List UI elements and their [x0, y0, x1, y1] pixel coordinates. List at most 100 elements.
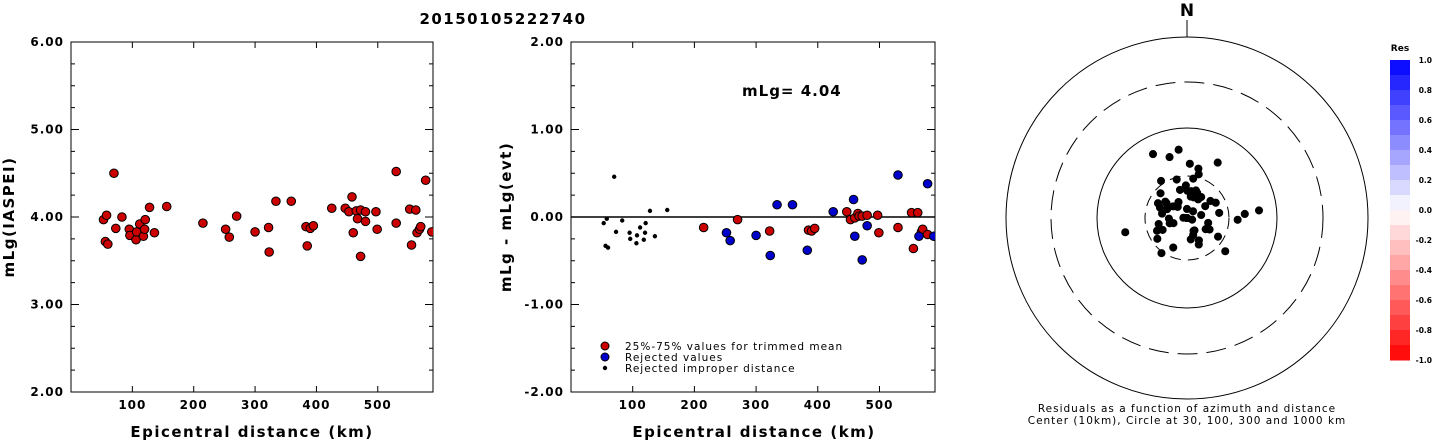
- right-point-used: [893, 222, 903, 233]
- left-y-tick-label: 6.00: [30, 35, 64, 49]
- colorbar-tick-label: -0.8: [1416, 326, 1432, 335]
- right-point-used: [841, 206, 852, 217]
- right-y-tick-label: -2.00: [524, 385, 564, 399]
- left-point-used: [264, 247, 274, 257]
- ring-30km: [1144, 175, 1230, 261]
- left-point-used: [101, 210, 112, 221]
- right-point-improper: [637, 225, 643, 230]
- right-point-improper: [647, 208, 653, 214]
- left-point-used: [406, 240, 417, 250]
- left-point-used: [109, 168, 119, 179]
- right-point-used: [872, 210, 883, 221]
- legend-marker: [602, 365, 608, 371]
- colorbar-tick-label: 0.0: [1419, 206, 1432, 215]
- right-point-rejected: [787, 199, 798, 210]
- polar-point: [1194, 195, 1203, 204]
- right-y-tick-label: 2.00: [530, 35, 564, 49]
- polar-point: [1156, 176, 1166, 185]
- left-point-used: [220, 224, 231, 235]
- left-point-used: [326, 203, 337, 214]
- right-point-improper: [613, 229, 619, 235]
- right-point-improper: [628, 236, 633, 242]
- left-point-used: [263, 222, 274, 233]
- north-label: N: [1180, 1, 1194, 21]
- right-point-used: [862, 210, 872, 221]
- polar-point: [1213, 232, 1223, 241]
- left-point-used: [411, 205, 421, 215]
- colorbar-swatch: [1390, 120, 1410, 136]
- legend-label: 25%-75% values for trimmed mean: [625, 341, 843, 353]
- colorbar-swatch: [1390, 105, 1410, 121]
- left-point-used: [231, 211, 242, 221]
- right-x-tick-label: 400: [804, 398, 832, 412]
- polar-point: [1153, 234, 1162, 243]
- polar-point: [1193, 188, 1202, 197]
- left-x-tick-label: 400: [302, 398, 330, 412]
- right-y-axis-label: mLg - mLg(evt): [497, 142, 515, 292]
- right-plot-points: [601, 170, 935, 265]
- left-x-tick-label: 100: [118, 398, 146, 412]
- colorbar-swatch: [1390, 270, 1410, 286]
- polar-points: [1121, 145, 1264, 258]
- right-x-tick-label: 100: [619, 398, 647, 412]
- colorbar-swatch: [1390, 165, 1410, 181]
- right-point-used: [764, 226, 775, 236]
- left-point-used: [110, 223, 121, 234]
- polar-point: [1211, 198, 1220, 207]
- right-point-rejected: [765, 250, 776, 261]
- right-point-used: [874, 227, 884, 238]
- right-y-tick-label: -1.00: [524, 298, 564, 312]
- legend: 25%-75% values for trimmed meanRejected …: [600, 341, 843, 375]
- left-point-used: [355, 251, 366, 262]
- left-point-used: [224, 232, 235, 242]
- ring-100km: [1096, 127, 1278, 309]
- colorbar-swatch: [1390, 240, 1410, 256]
- colorbar-swatch: [1390, 135, 1410, 151]
- polar-point: [1189, 226, 1198, 235]
- polar-point: [1185, 159, 1194, 168]
- polar-point: [1213, 158, 1222, 167]
- right-point-rejected: [849, 231, 860, 242]
- right-y-tick-label: 0.00: [530, 210, 564, 224]
- colorbar-swatch: [1390, 60, 1410, 76]
- left-point-used: [435, 182, 444, 191]
- polar-point: [1148, 150, 1158, 159]
- left-point-used: [149, 227, 160, 238]
- colorbar-swatch: [1390, 315, 1410, 331]
- right-point-rejected: [772, 199, 782, 210]
- polar-point: [1197, 210, 1206, 220]
- left-point-used: [360, 216, 371, 227]
- ring-1000km: [1005, 36, 1369, 400]
- right-point-improper: [641, 237, 646, 242]
- right-point-used: [809, 223, 820, 234]
- right-point-used: [912, 207, 923, 218]
- polar-point: [1169, 243, 1178, 252]
- right-point-rejected: [922, 178, 933, 189]
- colorbar-labels: 1.0 0.8 0.6 0.4 0.2 0.0 -0.2 -0.4 -0.6 -0.8 -1.0: [1416, 56, 1432, 365]
- ring-300km: [1050, 81, 1324, 355]
- left-plot: 100 200 300 400 500 2.00 3.00 4.00 5.00 6.00 Epic…: [0, 35, 444, 441]
- right-point-rejected: [893, 170, 903, 180]
- right-y-tick-label: 1.00: [530, 123, 564, 137]
- polar-point: [1201, 202, 1210, 211]
- left-point-used: [140, 214, 151, 225]
- colorbar-tick-label: -0.6: [1416, 296, 1432, 305]
- colorbar-swatch: [1390, 255, 1410, 271]
- colorbar-swatch: [1390, 195, 1410, 211]
- colorbar-swatch: [1390, 345, 1410, 361]
- polar-point: [1221, 247, 1230, 256]
- polar-point: [1121, 228, 1130, 237]
- left-point-used: [391, 218, 401, 228]
- legend-marker: [600, 341, 610, 351]
- polar-point: [1204, 218, 1213, 227]
- left-point-used: [352, 213, 363, 224]
- polar-point: [1215, 208, 1224, 217]
- right-point-improper: [605, 245, 611, 250]
- colorbar-tick-label: 0.8: [1419, 86, 1432, 95]
- left-y-tick-label: 5.00: [30, 123, 64, 137]
- polar-point: [1194, 240, 1203, 249]
- magnitude-annotation: mLg= 4.04: [742, 82, 842, 100]
- polar-point: [1173, 202, 1182, 211]
- left-point-used: [391, 166, 401, 177]
